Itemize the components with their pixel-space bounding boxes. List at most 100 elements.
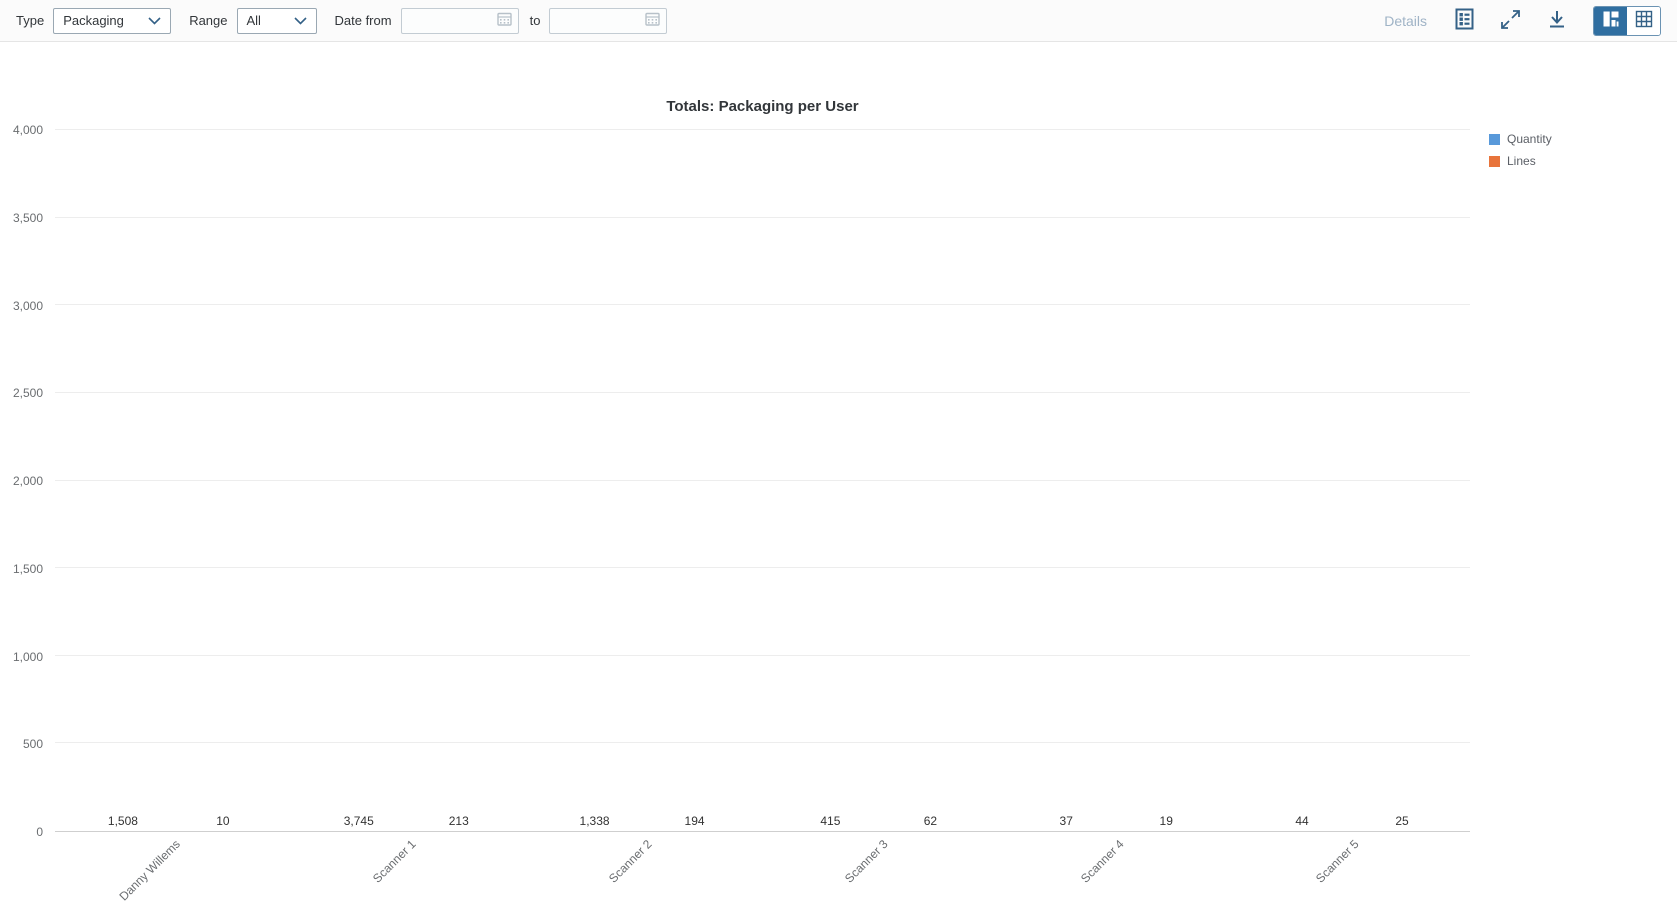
bar-value-label: 213 xyxy=(448,814,469,828)
x-tick-cell: Scanner 5 xyxy=(1234,835,1470,912)
range-label: Range xyxy=(189,13,228,28)
y-tick-label: 1,500 xyxy=(12,561,43,576)
x-tick-cell: Scanner 2 xyxy=(527,835,763,912)
gridline xyxy=(55,129,1470,130)
gridline xyxy=(55,216,1470,218)
toolbar-right: Details xyxy=(1384,5,1661,36)
y-tick-label: 2,500 xyxy=(12,386,43,401)
bar-column: 415 xyxy=(787,814,873,831)
fullscreen-button[interactable] xyxy=(1500,9,1521,33)
legend-label: Quantity xyxy=(1507,132,1552,146)
type-select-value: Packaging xyxy=(63,13,124,28)
date-to-field[interactable] xyxy=(549,7,668,34)
date-from-field[interactable] xyxy=(400,7,519,34)
legend-label: Lines xyxy=(1507,154,1536,168)
chevron-down-icon xyxy=(148,16,161,25)
plot-area: 1,508 10 3,745 213 1,338 194 415 62 37 19 44 25 xyxy=(55,129,1470,832)
download-button[interactable] xyxy=(1547,9,1567,32)
x-tick-label: Scanner 1 xyxy=(370,837,419,886)
gridline xyxy=(55,654,1470,656)
calendar-icon[interactable] xyxy=(496,11,512,31)
y-tick-label: 2,000 xyxy=(12,474,43,488)
bar-column: 25 xyxy=(1359,814,1445,831)
x-tick-label: Scanner 3 xyxy=(841,837,891,886)
bar-group: 37 19 xyxy=(998,130,1234,831)
chart-container: Totals: Packaging per User 0 500 1,000 1,50… xyxy=(0,42,1677,912)
legend-item[interactable]: Lines xyxy=(1489,154,1552,168)
y-tick-label: 500 xyxy=(22,737,43,752)
toolbar: Type Packaging Range All Date from to De… xyxy=(0,0,1677,42)
date-from-label: Date from xyxy=(334,13,392,28)
x-tick-label: Scanner 4 xyxy=(1077,837,1127,886)
bar-column: 213 xyxy=(416,814,502,831)
gridline xyxy=(55,391,1470,393)
bar-group: 415 62 xyxy=(762,130,998,831)
gridline xyxy=(55,479,1470,481)
y-tick-label: 3,500 xyxy=(12,210,43,225)
bar-group: 3,745 213 xyxy=(291,130,527,831)
y-tick-label: 4,000 xyxy=(12,123,43,137)
y-tick-label: 0 xyxy=(36,825,43,839)
table-view-button[interactable] xyxy=(1627,6,1660,35)
bar-group: 1,508 10 xyxy=(55,130,291,831)
chart-view-button[interactable] xyxy=(1594,6,1627,35)
fullscreen-icon xyxy=(1500,9,1521,33)
bar-column: 62 xyxy=(887,814,973,831)
range-select[interactable]: All xyxy=(236,7,317,34)
bar-value-label: 194 xyxy=(684,814,705,828)
bar-column: 1,338 xyxy=(552,814,638,831)
x-tick-label: Scanner 5 xyxy=(1313,837,1362,886)
bar-value-label: 415 xyxy=(820,814,841,828)
bar-column: 194 xyxy=(652,814,738,831)
bar-column: 1,508 xyxy=(80,814,166,831)
bar-value-label: 10 xyxy=(216,814,230,828)
bar-value-label: 1,508 xyxy=(107,814,138,828)
table-view-icon xyxy=(1635,10,1653,31)
bar-group: 1,338 194 xyxy=(527,130,763,831)
bar-column: 10 xyxy=(180,814,266,831)
download-icon xyxy=(1547,9,1567,32)
gridline xyxy=(55,742,1470,744)
date-from-input[interactable] xyxy=(407,13,497,28)
y-tick-label: 3,000 xyxy=(12,298,43,313)
bar-value-label: 62 xyxy=(923,814,938,828)
bar-column: 19 xyxy=(1123,814,1209,831)
chart-title: Totals: Packaging per User xyxy=(666,98,859,115)
legend-swatch xyxy=(1489,155,1500,167)
chart-view-icon xyxy=(1602,10,1620,31)
calendar-icon[interactable] xyxy=(645,11,661,31)
date-to-input[interactable] xyxy=(556,13,646,28)
bar-groups: 1,508 10 3,745 213 1,338 194 415 62 37 19 44 25 xyxy=(55,130,1470,831)
bar-column: 37 xyxy=(1023,814,1109,831)
type-label: Type xyxy=(16,13,45,28)
bar-value-label: 19 xyxy=(1159,814,1173,828)
bar-group: 44 25 xyxy=(1234,130,1470,831)
x-tick-cell: Scanner 3 xyxy=(762,835,998,912)
details-button[interactable]: Details xyxy=(1384,12,1427,29)
legend: Quantity Lines xyxy=(1489,132,1552,168)
type-select[interactable]: Packaging xyxy=(53,7,172,34)
x-tick-cell: Scanner 4 xyxy=(998,835,1234,912)
bar-column: 3,745 xyxy=(316,814,402,831)
legend-swatch xyxy=(1489,133,1500,145)
x-tick-cell: Scanner 1 xyxy=(291,835,527,912)
bar-value-label: 3,745 xyxy=(343,814,374,828)
legend-item[interactable]: Quantity xyxy=(1489,132,1552,146)
chevron-down-icon xyxy=(293,16,307,25)
x-axis-labels: Danny Willems Scanner 1 Scanner 2 Scanner 3… xyxy=(55,835,1470,912)
bar-value-label: 25 xyxy=(1395,814,1409,828)
bar-value-label: 37 xyxy=(1059,814,1073,828)
x-tick-cell: Danny Willems xyxy=(55,835,291,912)
view-toggle xyxy=(1593,5,1661,36)
y-tick-label: 1,000 xyxy=(12,649,43,664)
bar-column: 44 xyxy=(1259,814,1345,831)
legend-toggle-button[interactable] xyxy=(1455,8,1474,33)
gridline xyxy=(55,567,1470,569)
x-tick-label: Danny Willems xyxy=(116,837,183,904)
bar-value-label: 1,338 xyxy=(579,814,610,828)
y-axis: 0 500 1,000 1,500 2,000 2,500 3,000 3,500 4,000 xyxy=(0,123,47,839)
to-label: to xyxy=(529,13,541,28)
bar-value-label: 44 xyxy=(1295,814,1309,828)
range-select-value: All xyxy=(246,13,261,28)
gridline xyxy=(55,304,1470,306)
